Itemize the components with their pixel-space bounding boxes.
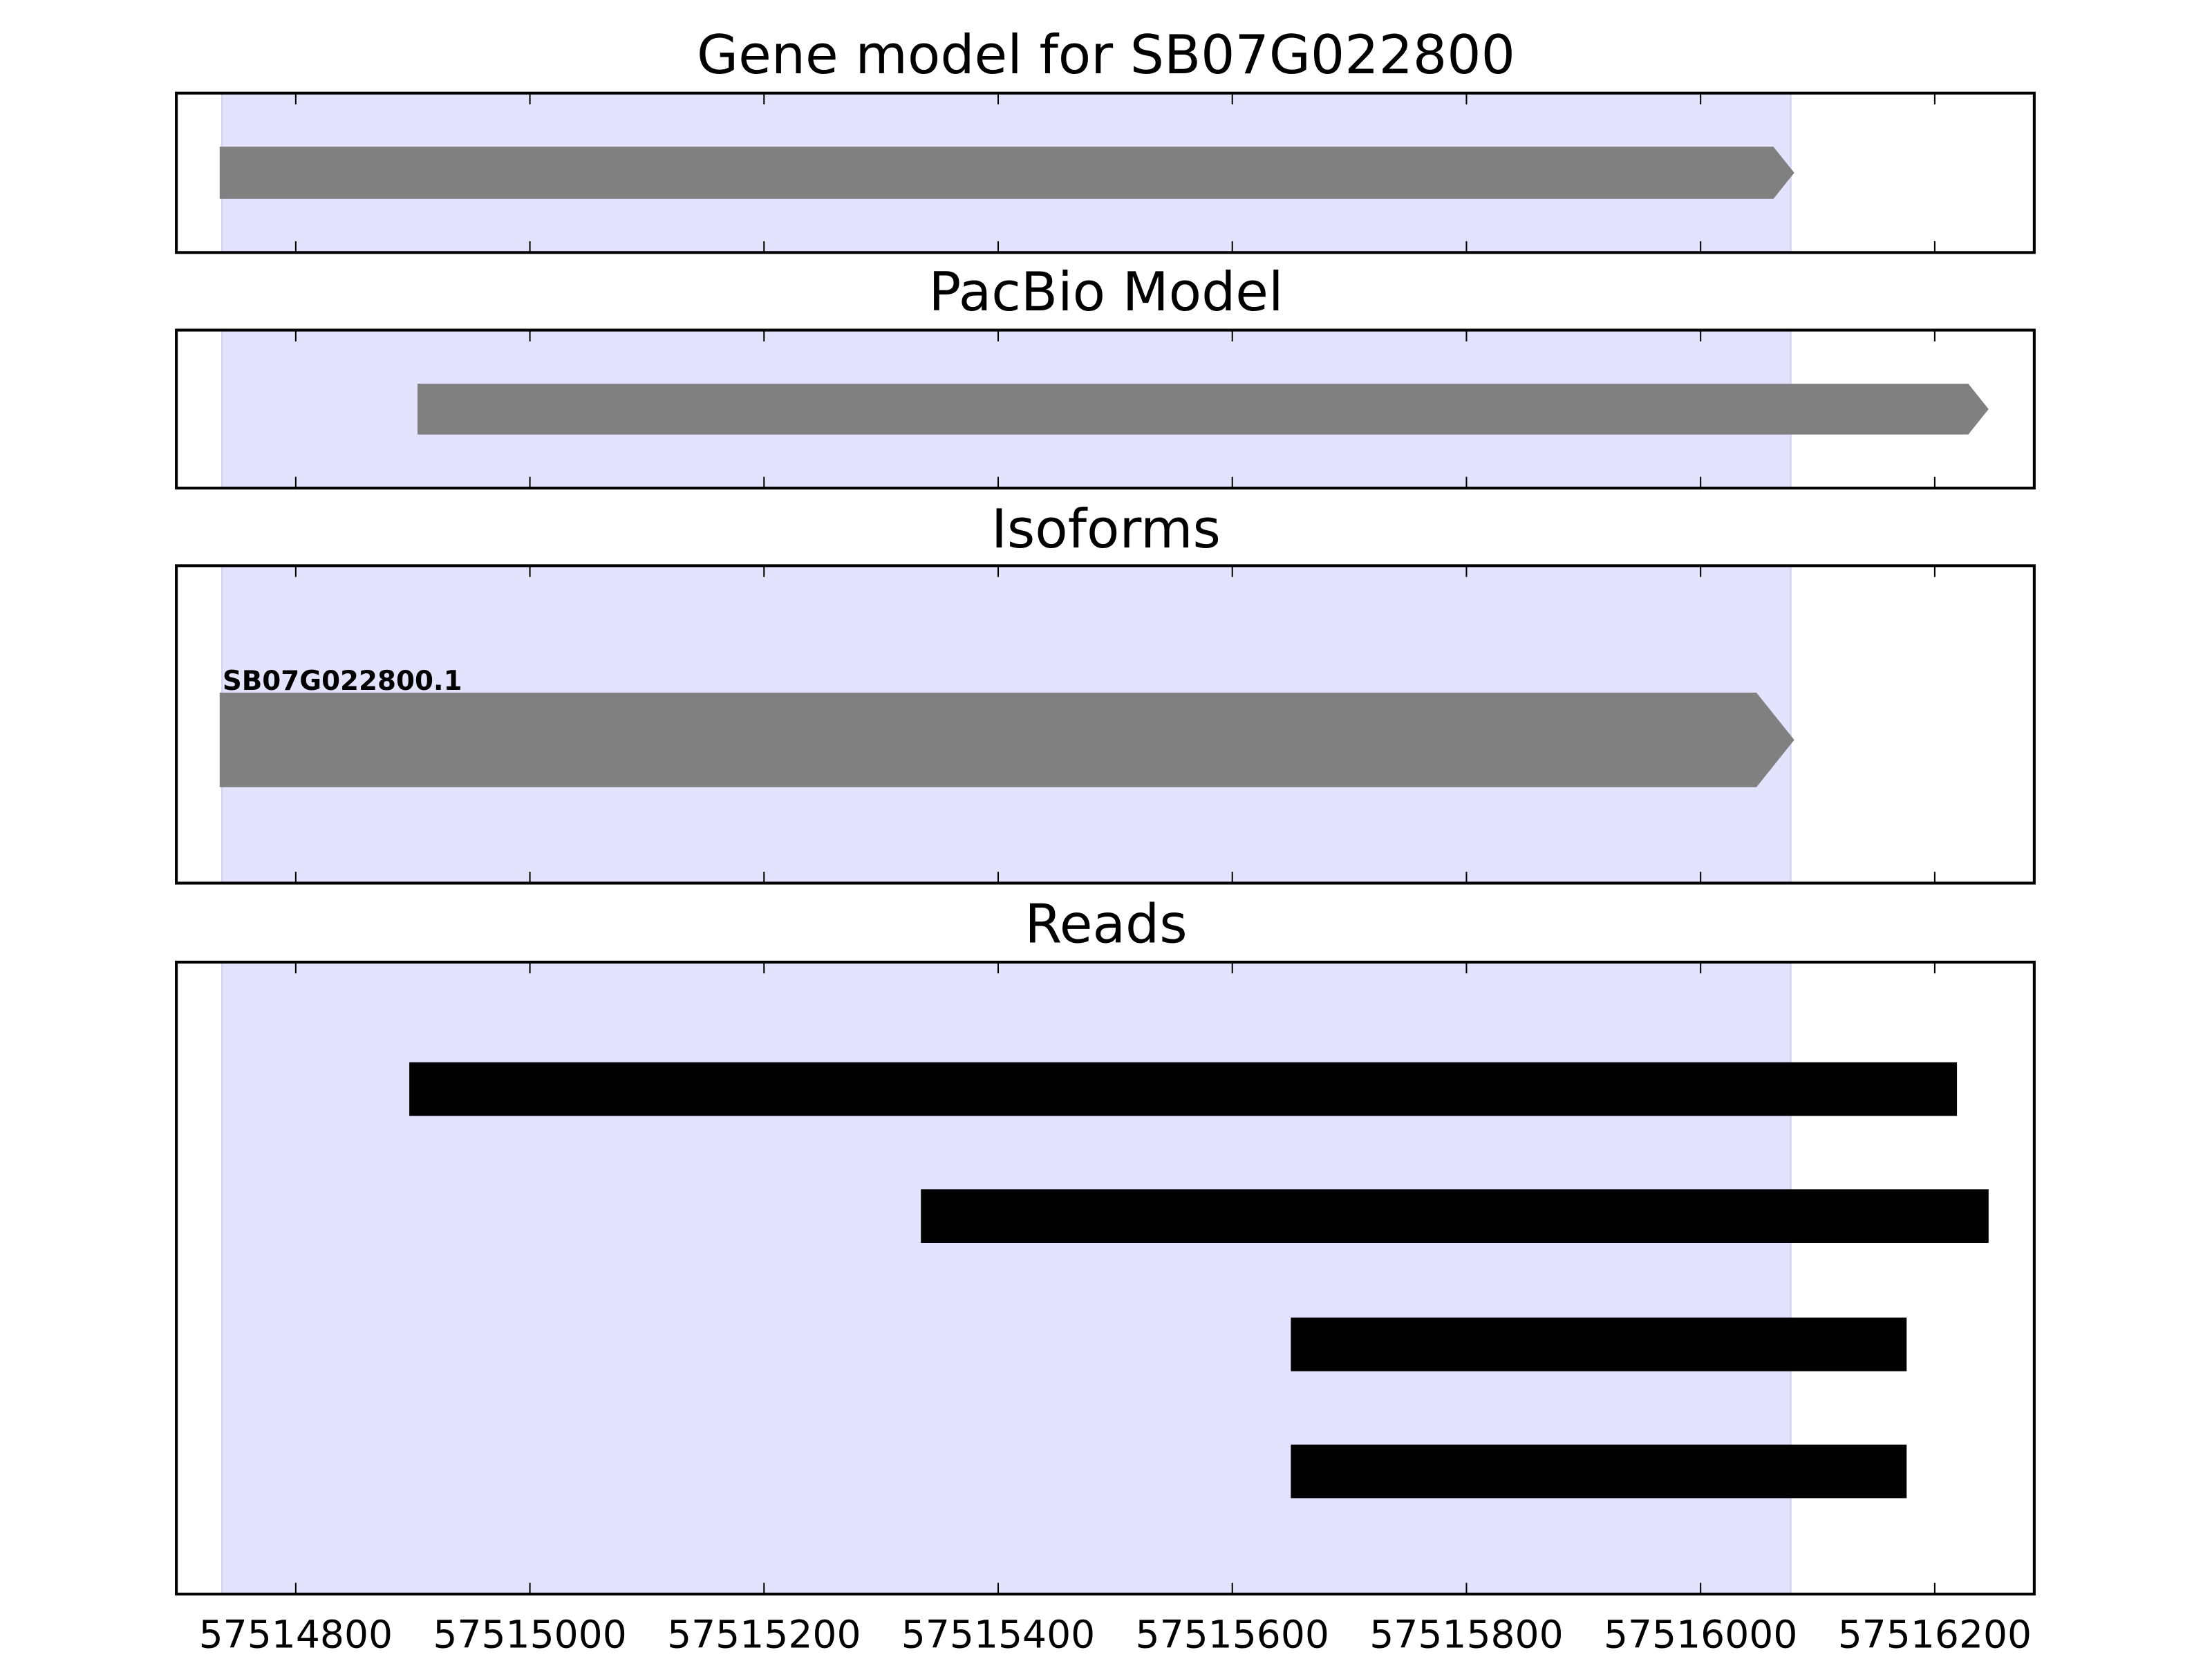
panel-frame (175, 564, 2036, 885)
read-bar (1291, 1444, 1907, 1499)
panel-title-isoforms: Isoforms (991, 498, 1221, 561)
feature-arrow (219, 147, 1794, 199)
panel-frame (175, 960, 2036, 1596)
x-tick-label: 57516200 (1838, 1613, 2032, 1657)
read-bar (409, 1062, 1958, 1116)
feature-arrow (417, 384, 1989, 435)
x-tick-label: 57515800 (1369, 1613, 1563, 1657)
read-bar (921, 1189, 1989, 1243)
x-tick-label: 57515600 (1136, 1613, 1329, 1657)
isoform-label: SB07G022800.1 (223, 666, 462, 697)
panel-title-gene-model: Gene model for SB07G022800 (697, 24, 1515, 86)
feature-arrow (219, 693, 1794, 787)
x-tick-label: 57515000 (433, 1613, 626, 1657)
panel-frame (175, 328, 2036, 490)
x-tick-label: 57516000 (1604, 1613, 1797, 1657)
highlight-region (221, 961, 1792, 1595)
panel-title-pacbio: PacBio Model (928, 261, 1283, 324)
x-tick-label: 57514800 (199, 1613, 393, 1657)
panel-title-reads: Reads (1024, 893, 1187, 955)
read-bar (1291, 1318, 1907, 1371)
panel-frame (175, 91, 2036, 254)
x-tick-label: 57515200 (667, 1613, 861, 1657)
x-tick-label: 57515400 (901, 1613, 1095, 1657)
